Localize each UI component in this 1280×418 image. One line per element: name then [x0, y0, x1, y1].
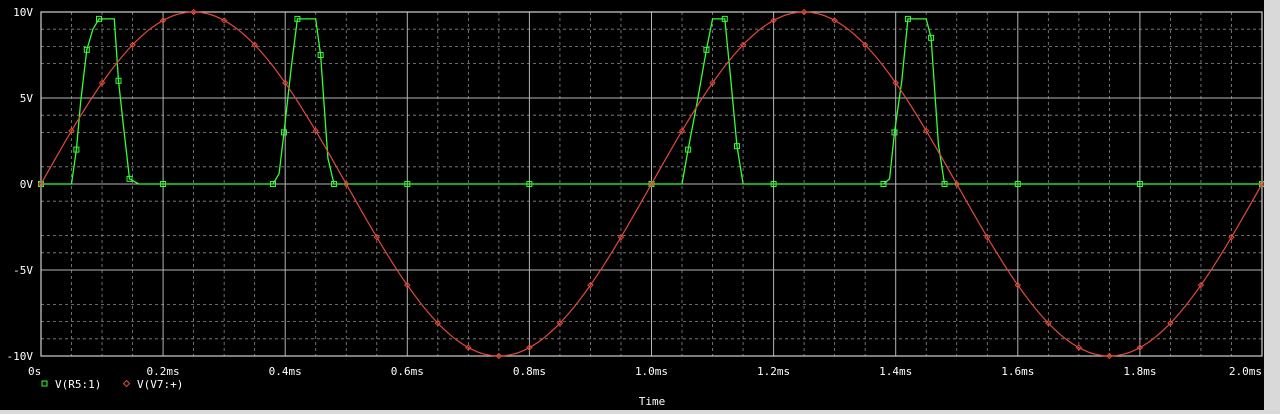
series-point-v-v7 — [556, 319, 564, 327]
series-point-v-r5 — [904, 15, 911, 22]
series-point-v-v7 — [129, 41, 136, 49]
legend-label: V(V7:+) — [137, 378, 183, 391]
series-point-v-v7 — [312, 127, 319, 135]
series-point-v-r5 — [703, 46, 710, 53]
y-tick-label: 5V — [20, 92, 34, 105]
series-point-v-v7 — [923, 127, 930, 135]
series-point-v-v7 — [251, 41, 258, 49]
series-point-v-v7 — [739, 41, 747, 49]
series-point-v-r5 — [721, 15, 728, 22]
series-point-v-v7 — [526, 344, 533, 351]
series-point-v-v7 — [709, 79, 716, 87]
series-point-v-v7 — [98, 79, 106, 87]
series-point-v-r5 — [770, 181, 777, 187]
x-tick-label: 1.0ms — [635, 365, 668, 378]
series-point-v-v7 — [404, 281, 411, 289]
series-point-v-r5 — [126, 175, 133, 182]
series-point-v-r5 — [73, 146, 80, 153]
series-point-v-v7 — [343, 180, 350, 188]
x-tick-label: 0.8ms — [513, 365, 546, 378]
series-point-v-r5 — [941, 181, 948, 187]
tick-labels: 0s 0.2ms 0.4ms 0.6ms 0.8ms 1.0ms 1.2ms 1.4ms 1.6… — [7, 6, 1263, 378]
series-point-v-r5 — [280, 129, 287, 136]
legend-marker-diamond-icon — [122, 379, 131, 388]
series-point-v-v7 — [1075, 344, 1083, 351]
series-point-v-r5 — [95, 15, 102, 22]
series-line-v-v7 — [40, 11, 1263, 357]
x-tick-label: 1.6ms — [1001, 365, 1034, 378]
series-point-v-v7 — [770, 17, 777, 24]
series-point-v-v7 — [587, 281, 594, 289]
series-point-v-r5 — [526, 181, 533, 187]
series-point-v-r5 — [115, 77, 122, 84]
series-point-v-v7 — [1258, 180, 1266, 188]
series-point-v-r5 — [331, 181, 338, 187]
series-point-v-v7 — [68, 127, 75, 135]
series-point-v-v7 — [495, 352, 503, 360]
series-point-v-r5 — [404, 181, 411, 187]
series-point-v-v7 — [220, 17, 228, 24]
series-point-v-v7 — [617, 233, 625, 241]
series-point-v-v7 — [1014, 281, 1022, 289]
y-tick-label: 0V — [20, 178, 34, 191]
x-tick-label: 0.6ms — [391, 365, 424, 378]
series-point-v-v7 — [434, 319, 442, 327]
series-point-v-v7 — [281, 79, 289, 87]
x-tick-label: 0.2ms — [147, 365, 180, 378]
series-layer — [37, 8, 1266, 360]
series-point-v-v7 — [1106, 352, 1113, 360]
series-point-v-r5 — [685, 146, 692, 153]
window-edge-right — [1264, 0, 1280, 414]
series-point-v-v7 — [37, 180, 45, 188]
series-point-v-v7 — [190, 8, 197, 16]
series-point-v-v7 — [1228, 233, 1235, 241]
series-point-v-v7 — [1167, 319, 1174, 327]
series-point-v-v7 — [984, 233, 991, 241]
series-line-v-r5 — [41, 18, 1262, 185]
series-point-v-v7 — [953, 180, 960, 188]
y-tick-label: 10V — [13, 6, 33, 19]
series-point-v-v7 — [648, 180, 655, 188]
series-point-v-v7 — [1045, 319, 1052, 327]
x-tick-label: 0s — [28, 365, 41, 378]
y-tick-label: -10V — [7, 350, 34, 363]
legend-label: V(R5:1) — [55, 378, 101, 391]
x-tick-label: 1.8ms — [1123, 365, 1156, 378]
series-point-v-r5 — [891, 129, 898, 136]
series-point-v-v7 — [861, 41, 869, 49]
series-point-v-v7 — [159, 17, 167, 24]
series-point-v-r5 — [880, 181, 887, 187]
x-tick-label: 1.4ms — [879, 365, 912, 378]
series-point-v-v7 — [678, 127, 686, 135]
series-point-v-r5 — [294, 15, 301, 22]
x-axis-label: Time — [639, 395, 666, 408]
series-point-v-v7 — [1136, 344, 1144, 351]
window-edge-bottom — [0, 410, 1280, 414]
series-point-v-r5 — [928, 34, 935, 41]
series-point-v-r5 — [317, 52, 324, 58]
legend-marker-square-icon — [41, 380, 48, 387]
series-point-v-v7 — [373, 233, 380, 241]
series-point-v-r5 — [1136, 181, 1143, 187]
x-tick-label: 0.4ms — [269, 365, 302, 378]
series-point-v-r5 — [1014, 181, 1021, 187]
x-tick-label: 1.2ms — [757, 365, 790, 378]
series-point-v-v7 — [831, 17, 838, 24]
series-point-v-r5 — [160, 181, 167, 187]
series-point-v-v7 — [800, 8, 808, 16]
legend[interactable]: V(R5:1) V(V7:+) — [41, 378, 183, 391]
series-point-v-v7 — [465, 344, 472, 351]
series-point-v-r5 — [733, 143, 740, 150]
series-point-v-r5 — [269, 181, 276, 187]
x-tick-label: 2.0ms — [1229, 365, 1262, 378]
series-point-v-v7 — [1197, 281, 1205, 289]
series-point-v-r5 — [83, 46, 90, 53]
y-tick-label: -5V — [13, 264, 33, 277]
series-point-v-v7 — [892, 79, 899, 87]
